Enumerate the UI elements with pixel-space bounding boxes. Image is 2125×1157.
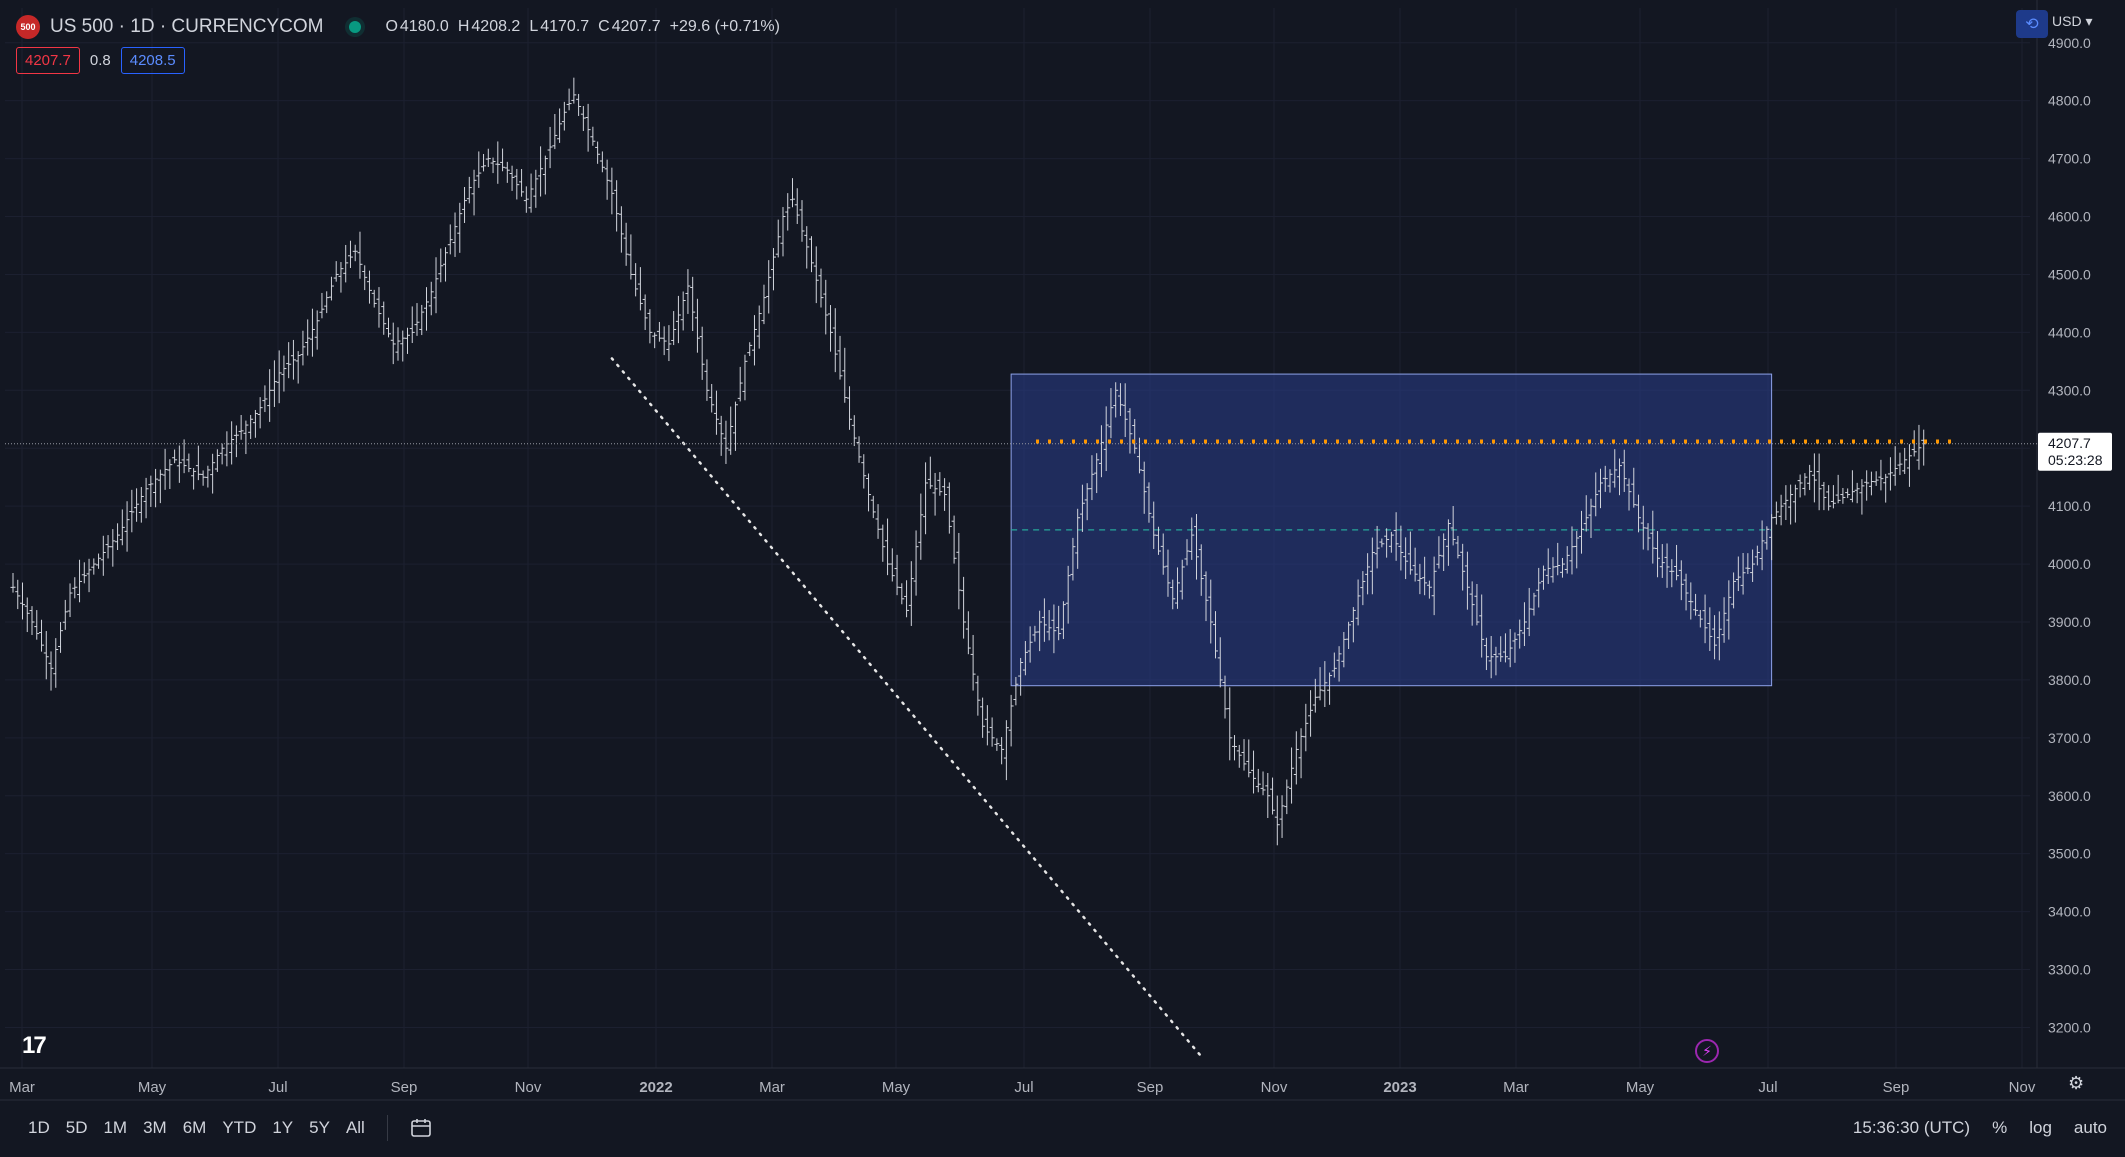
time-axis-label: Jul	[1758, 1079, 1777, 1096]
price-axis-label: 3700.0	[2048, 730, 2091, 746]
trade-prices: 4207.7 0.8 4208.5	[16, 47, 185, 74]
time-axis-label: Nov	[515, 1079, 542, 1096]
price-axis-label: 3800.0	[2048, 672, 2091, 688]
time-axis-label: Mar	[759, 1079, 785, 1096]
symbol-title[interactable]: US 500 · 1D · CURRENCYCOM	[50, 16, 324, 37]
ohlc-low: L 4170.7	[529, 18, 590, 35]
clock-time[interactable]: 15:36:30 (UTC)	[1852, 1118, 1971, 1137]
range-button-5y[interactable]: 5Y	[309, 1118, 330, 1137]
current-price-tag	[2038, 432, 2112, 471]
ohlc-close: C 4207.7	[598, 18, 661, 35]
dotted-trendline[interactable]	[610, 357, 1203, 1058]
time-axis-label: Mar	[9, 1079, 35, 1096]
range-button-3m[interactable]: 3M	[143, 1118, 167, 1137]
time-axis-label: Jul	[1014, 1079, 1033, 1096]
price-axis-label: 3200.0	[2048, 1019, 2091, 1035]
price-axis-label: 3500.0	[2048, 846, 2091, 862]
right-controls: 15:36:30 (UTC) % log auto	[1853, 1118, 2107, 1138]
log-toggle[interactable]: log	[2029, 1118, 2052, 1137]
toolbar-divider	[386, 1115, 388, 1141]
time-axis-label: May	[1626, 1079, 1655, 1096]
currency-selector[interactable]: USD ▾	[2052, 13, 2093, 29]
time-axis-label: Nov	[1261, 1079, 1288, 1096]
ohlc-high: H 4208.2	[457, 18, 521, 35]
time-axis-label: Sep	[1137, 1079, 1164, 1096]
calendar-icon[interactable]	[410, 1118, 432, 1138]
price-axis-label: 4300.0	[2048, 382, 2091, 398]
range-button-6m[interactable]: 6M	[182, 1118, 207, 1137]
time-axis-label: 2023	[1383, 1079, 1416, 1096]
time-axis-label: Sep	[391, 1079, 418, 1096]
tradingview-logo[interactable]: 17	[22, 1032, 47, 1059]
auto-toggle[interactable]: auto	[2073, 1118, 2107, 1137]
ohlc-change: +29.6 (+0.71%)	[669, 18, 780, 35]
price-axis-label: 4700.0	[2048, 151, 2091, 167]
ohlc-open: O 4180.0	[385, 18, 449, 35]
time-axis-label: 2022	[639, 1079, 672, 1096]
time-axis-label: Nov	[2009, 1079, 2036, 1096]
buy-button[interactable]: 4208.5	[120, 47, 185, 74]
price-axis-label: 4600.0	[2048, 209, 2091, 225]
price-axis-label: 3400.0	[2048, 904, 2091, 920]
market-open-indicator	[349, 21, 362, 33]
range-buttons: 1D 5D 1M 3M 6M YTD 1Y 5Y All	[20, 1114, 373, 1142]
range-button-all[interactable]: All	[345, 1118, 365, 1137]
range-button-1d[interactable]: 1D	[28, 1118, 50, 1137]
time-axis-label: Mar	[1503, 1079, 1529, 1096]
countdown-label: 05:23:28	[2048, 452, 2103, 468]
range-button-5d[interactable]: 5D	[65, 1118, 88, 1137]
gear-icon[interactable]: ⚙	[2068, 1073, 2085, 1093]
bottom-toolbar: 1D 5D 1M 3M 6M YTD 1Y 5Y All 15:36:30 (UTC) % lo…	[0, 1108, 2125, 1148]
ohlc-values: O 4180.0 H 4208.2 L 4170.7 C 4207.7 +29.6 (+…	[385, 18, 780, 36]
price-axis-label: 4100.0	[2048, 498, 2091, 514]
price-axis-label: 4900.0	[2048, 35, 2091, 51]
range-button-1y[interactable]: 1Y	[272, 1118, 294, 1137]
sync-icon[interactable]: ⟲	[2016, 10, 2048, 38]
price-axis-label: 4000.0	[2048, 556, 2091, 572]
percent-toggle[interactable]: %	[1992, 1118, 2008, 1137]
price-axis-label: 4500.0	[2048, 266, 2091, 282]
sell-button[interactable]: 4207.7	[16, 47, 80, 74]
price-axis-label: 3300.0	[2048, 962, 2091, 978]
time-axis-label: Sep	[1883, 1079, 1910, 1096]
lightning-icon[interactable]: ⚡	[1695, 1039, 1719, 1063]
price-axis-label: 4400.0	[2048, 324, 2091, 340]
symbol-logo: 500	[16, 15, 40, 39]
price-axis-label: 3900.0	[2048, 614, 2091, 630]
spread-value: 0.8	[89, 52, 111, 69]
range-button-1m[interactable]: 1M	[103, 1118, 128, 1137]
price-axis-label: 4800.0	[2048, 93, 2091, 109]
time-axis-label: May	[138, 1079, 167, 1096]
range-button-ytd[interactable]: YTD	[222, 1118, 257, 1137]
price-axis-label: 3600.0	[2048, 788, 2091, 804]
time-axis-label: Jul	[268, 1079, 287, 1096]
current-price-label: 4207.7	[2048, 435, 2091, 451]
time-axis-label: May	[882, 1079, 911, 1096]
